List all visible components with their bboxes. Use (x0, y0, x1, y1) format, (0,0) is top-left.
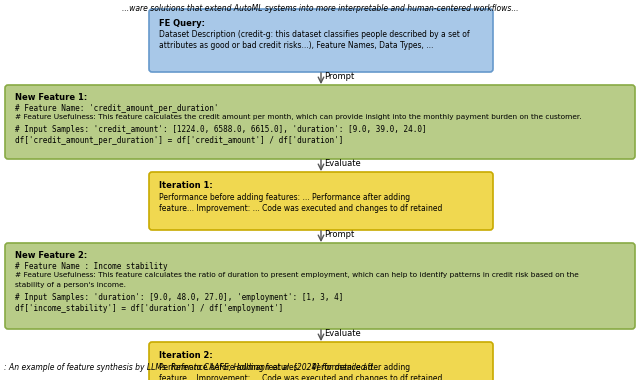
Text: New Feature 1:: New Feature 1: (15, 93, 87, 102)
Text: df['income_stability'] = df['duration'] / df['employment']: df['income_stability'] = df['duration'] … (15, 304, 284, 313)
Text: Evaluate: Evaluate (324, 329, 361, 338)
Text: New Feature 2:: New Feature 2: (15, 251, 87, 260)
Text: feature... Improvement: ... Code was executed and changes to df retained: feature... Improvement: ... Code was exe… (159, 374, 442, 380)
Text: Performance before adding features: ... Performance after adding: Performance before adding features: ... … (159, 363, 410, 372)
Text: attributes as good or bad credit risks...), Feature Names, Data Types, ...: attributes as good or bad credit risks..… (159, 41, 433, 50)
FancyBboxPatch shape (149, 342, 493, 380)
FancyBboxPatch shape (5, 243, 635, 329)
Text: Evaluate: Evaluate (324, 159, 361, 168)
Text: ...ware solutions that extend AutoML systems into more interpretable and human-c: ...ware solutions that extend AutoML sys… (122, 4, 518, 13)
Text: FE Query:: FE Query: (159, 19, 205, 28)
Text: stability of a person's income.: stability of a person's income. (15, 282, 126, 288)
Text: Prompt: Prompt (324, 72, 355, 81)
Text: Dataset Description (credit-g: this dataset classifies people described by a set: Dataset Description (credit-g: this data… (159, 30, 470, 39)
Text: Iteration 1:: Iteration 1: (159, 181, 212, 190)
Text: Iteration 2:: Iteration 2: (159, 351, 212, 360)
Text: # Input Samples: 'credit_amount': [1224.0, 6588.0, 6615.0], 'duration': [9.0, 39: # Input Samples: 'credit_amount': [1224.… (15, 125, 427, 134)
Text: df['credit_amount_per_duration'] = df['credit_amount'] / df['duration']: df['credit_amount_per_duration'] = df['c… (15, 136, 344, 145)
FancyBboxPatch shape (149, 172, 493, 230)
Text: # Feature Usefulness: This feature calculates the credit amount per month, which: # Feature Usefulness: This feature calcu… (15, 114, 582, 120)
Text: feature... Improvement: ... Code was executed and changes to df retained: feature... Improvement: ... Code was exe… (159, 204, 442, 213)
FancyBboxPatch shape (5, 85, 635, 159)
Text: # Input Samples: 'duration': [9.0, 48.0, 27.0], 'employment': [1, 3, 4]: # Input Samples: 'duration': [9.0, 48.0,… (15, 293, 344, 302)
Text: Performance before adding features: ... Performance after adding: Performance before adding features: ... … (159, 193, 410, 202)
Text: # Feature Name: 'credit_amount_per_duration': # Feature Name: 'credit_amount_per_durat… (15, 104, 218, 113)
Text: : An example of feature synthesis by LLMs. Refer to CAAFE, Hollmann et al. [2024: : An example of feature synthesis by LLM… (4, 363, 380, 372)
FancyBboxPatch shape (149, 9, 493, 72)
Text: # Feature Usefulness: This feature calculates the ratio of duration to present e: # Feature Usefulness: This feature calcu… (15, 272, 579, 278)
Text: Prompt: Prompt (324, 230, 355, 239)
Text: # Feature Name : Income stability: # Feature Name : Income stability (15, 262, 168, 271)
